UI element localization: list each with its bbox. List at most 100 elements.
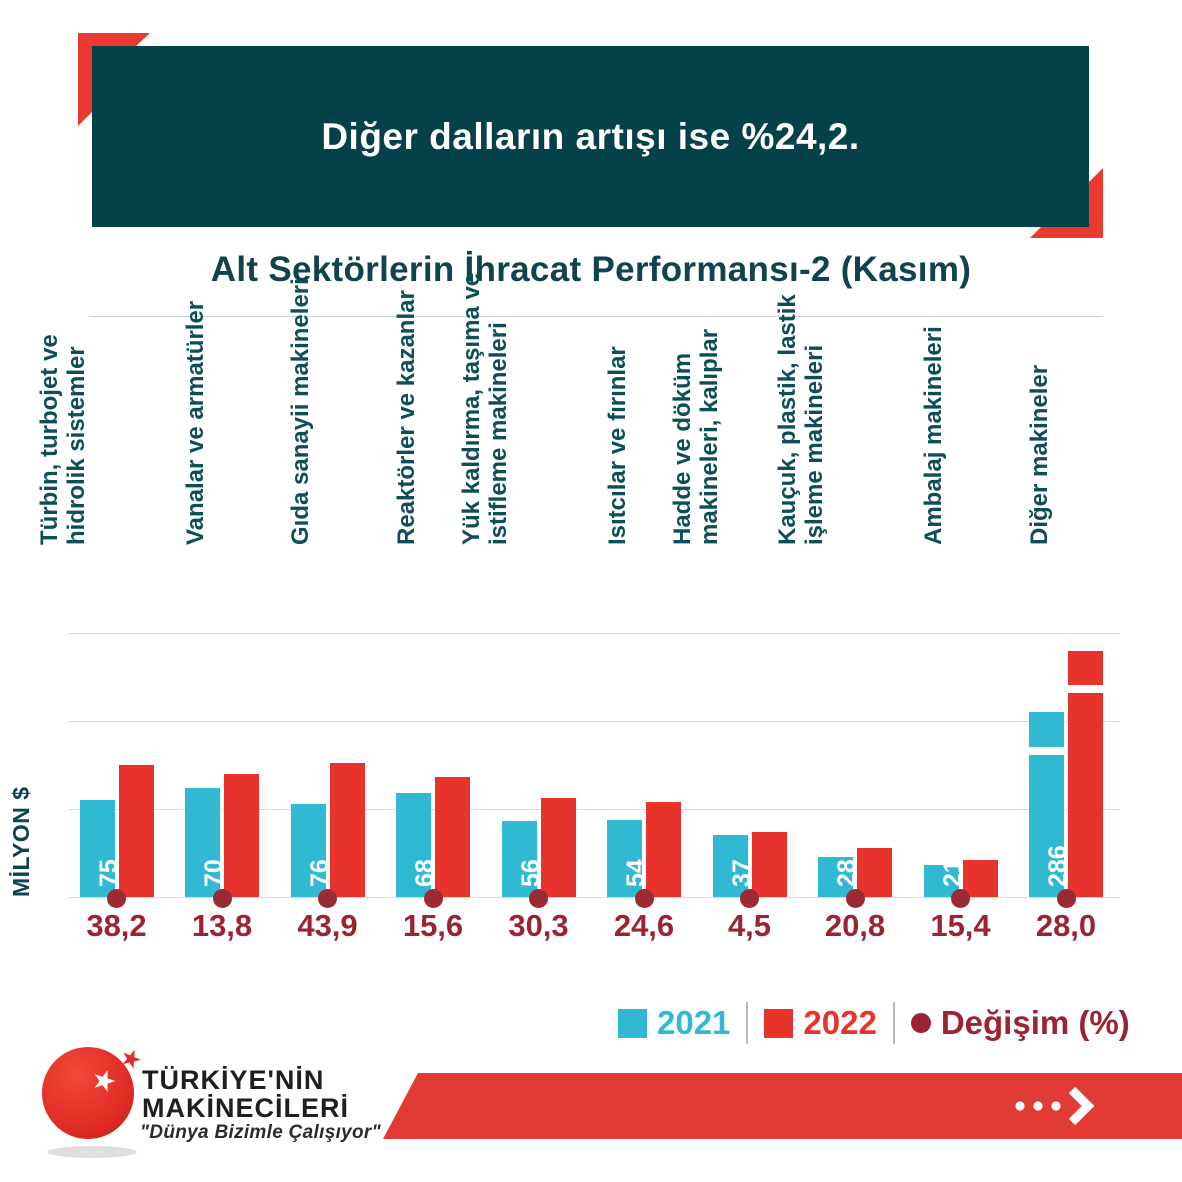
change-dot xyxy=(740,889,759,908)
bar-value-label: 18 xyxy=(899,859,928,887)
bar-2021-upper xyxy=(1029,712,1064,747)
legend-swatch-2021 xyxy=(618,1008,647,1038)
category-label: Gıda sanayii makineleri xyxy=(287,278,314,545)
change-dot xyxy=(423,889,443,908)
logo-red-star-icon xyxy=(122,1049,141,1069)
change-dot xyxy=(845,889,865,908)
gridline xyxy=(68,633,1120,634)
brand-name-line1: TÜRKİYE'NİN xyxy=(142,1065,325,1095)
change-value: 4,5 xyxy=(727,908,772,943)
gridline xyxy=(68,897,1120,898)
change-value: 38,2 xyxy=(86,908,147,943)
y-axis-label: MİLYON $ xyxy=(8,786,34,897)
bar-value-label: 35 xyxy=(688,859,717,887)
bar-value-label: 23 xyxy=(794,859,822,887)
bar-value-label: 76 xyxy=(305,859,334,887)
change-dot xyxy=(1056,889,1076,908)
change-dot xyxy=(212,889,232,908)
category-label: Türbin, turbojet ve hidrolik sistemler xyxy=(35,334,90,545)
change-dot xyxy=(318,889,337,908)
change-dot xyxy=(529,889,548,908)
category-label: Hadde ve döküm makineleri, kalıplar xyxy=(668,328,723,545)
change-value: 43,9 xyxy=(297,908,358,943)
change-value: 15,4 xyxy=(930,908,991,943)
change-value: 15,6 xyxy=(402,908,464,943)
change-value: 24,6 xyxy=(613,908,675,943)
legend-divider xyxy=(892,1002,895,1044)
bar-value-label: 43 xyxy=(477,859,506,887)
brand-logo xyxy=(42,1047,141,1158)
bar-2021 xyxy=(712,835,748,897)
bar-2022 xyxy=(857,848,892,897)
title-separator xyxy=(90,316,1102,317)
bar-2022 xyxy=(118,765,154,897)
bar-2021 xyxy=(818,857,853,897)
legend-label-2021: 2021 xyxy=(657,1004,731,1041)
bar-2021 xyxy=(396,793,431,897)
chart-legend: 2021 2022 Değişim (%) xyxy=(618,1002,1130,1044)
change-dot xyxy=(951,889,970,908)
bar-value-label: 75 xyxy=(94,859,123,887)
headline-text: Diğer dalların artışı ise %24,2. xyxy=(321,115,860,157)
category-label: Vanalar ve armatürler xyxy=(181,300,209,545)
category-label: Reaktörler ve kazanlar xyxy=(392,290,420,545)
bar-value-label: 37 xyxy=(727,859,756,887)
legend-label-2022: 2022 xyxy=(803,1004,877,1041)
legend-swatch-2022 xyxy=(764,1008,794,1038)
legend-label-degisim: Değişim (%) xyxy=(940,1004,1130,1041)
bar-value-label: 68 xyxy=(411,859,439,887)
bar-value-label: 21 xyxy=(938,859,967,887)
logo-white-star-icon xyxy=(94,1070,116,1092)
bar-value-label: 53 xyxy=(266,859,295,887)
brand-name-line2: MAKİNECİLERİ xyxy=(142,1093,349,1123)
logo-globe xyxy=(42,1047,134,1139)
gridline xyxy=(68,809,1120,810)
bar-2021 xyxy=(185,788,220,897)
category-label: Diğer makineler xyxy=(1025,364,1053,545)
change-value: 28,0 xyxy=(1035,908,1097,943)
legend-dot-degisim-icon xyxy=(910,1013,931,1033)
brand-tagline: "Dünya Bizimle Çalışıyor" xyxy=(140,1122,381,1143)
bar-2021-lower xyxy=(1029,755,1064,897)
category-label: Yük kaldırma, taşıma ve istifleme makinel… xyxy=(457,272,512,545)
logo-shadow xyxy=(47,1146,137,1158)
bar-2022 xyxy=(329,763,365,897)
forward-arrow-icon xyxy=(1015,1086,1095,1126)
bar-value-label: 62 xyxy=(161,859,189,887)
bar-value-label: 286 xyxy=(1044,845,1072,887)
bar-value-label: 54 xyxy=(622,859,650,887)
change-value: 20,8 xyxy=(824,908,886,943)
bar-value-label: 44 xyxy=(583,859,611,887)
bar-value-label: 70 xyxy=(200,859,228,887)
headline-banner: Diğer dalların artışı ise %24,2. xyxy=(92,46,1089,227)
brand-name: TÜRKİYE'NİN MAKİNECİLERİ xyxy=(142,1066,349,1122)
gridline xyxy=(68,721,1120,722)
bar-value-label: 55 xyxy=(55,859,84,887)
bar-value-label: 223 xyxy=(1005,845,1033,887)
bar-2021 xyxy=(607,820,642,897)
bar-value-label: 59 xyxy=(372,859,400,887)
category-label: Ambalaj makineleri xyxy=(920,326,947,545)
bar-2022 xyxy=(646,802,681,897)
bar-2022 xyxy=(962,860,998,897)
change-dot xyxy=(107,889,126,908)
bar-2022 xyxy=(435,777,470,897)
footer-ribbon xyxy=(383,1073,1182,1139)
bar-value-label: 56 xyxy=(516,859,545,887)
category-label: Kauçuk, plastik, lastik işleme makineleri xyxy=(774,294,828,545)
change-value: 30,3 xyxy=(508,908,569,943)
bar-2022-lower xyxy=(1068,693,1103,897)
bar-value-label: 28 xyxy=(833,859,861,887)
change-dot xyxy=(634,889,654,908)
bar-2021 xyxy=(79,800,115,897)
chart-title: Alt Sektörlerin İhracat Performansı-2 (K… xyxy=(210,250,972,289)
bar-2022 xyxy=(751,832,787,897)
bar-2022-upper xyxy=(1068,651,1103,685)
bar-2021 xyxy=(290,804,326,897)
legend-divider xyxy=(746,1002,749,1044)
category-label: Isıtcılar ve fırınlar xyxy=(603,346,631,545)
bar-2022 xyxy=(540,798,576,897)
bar-2021 xyxy=(501,821,537,897)
